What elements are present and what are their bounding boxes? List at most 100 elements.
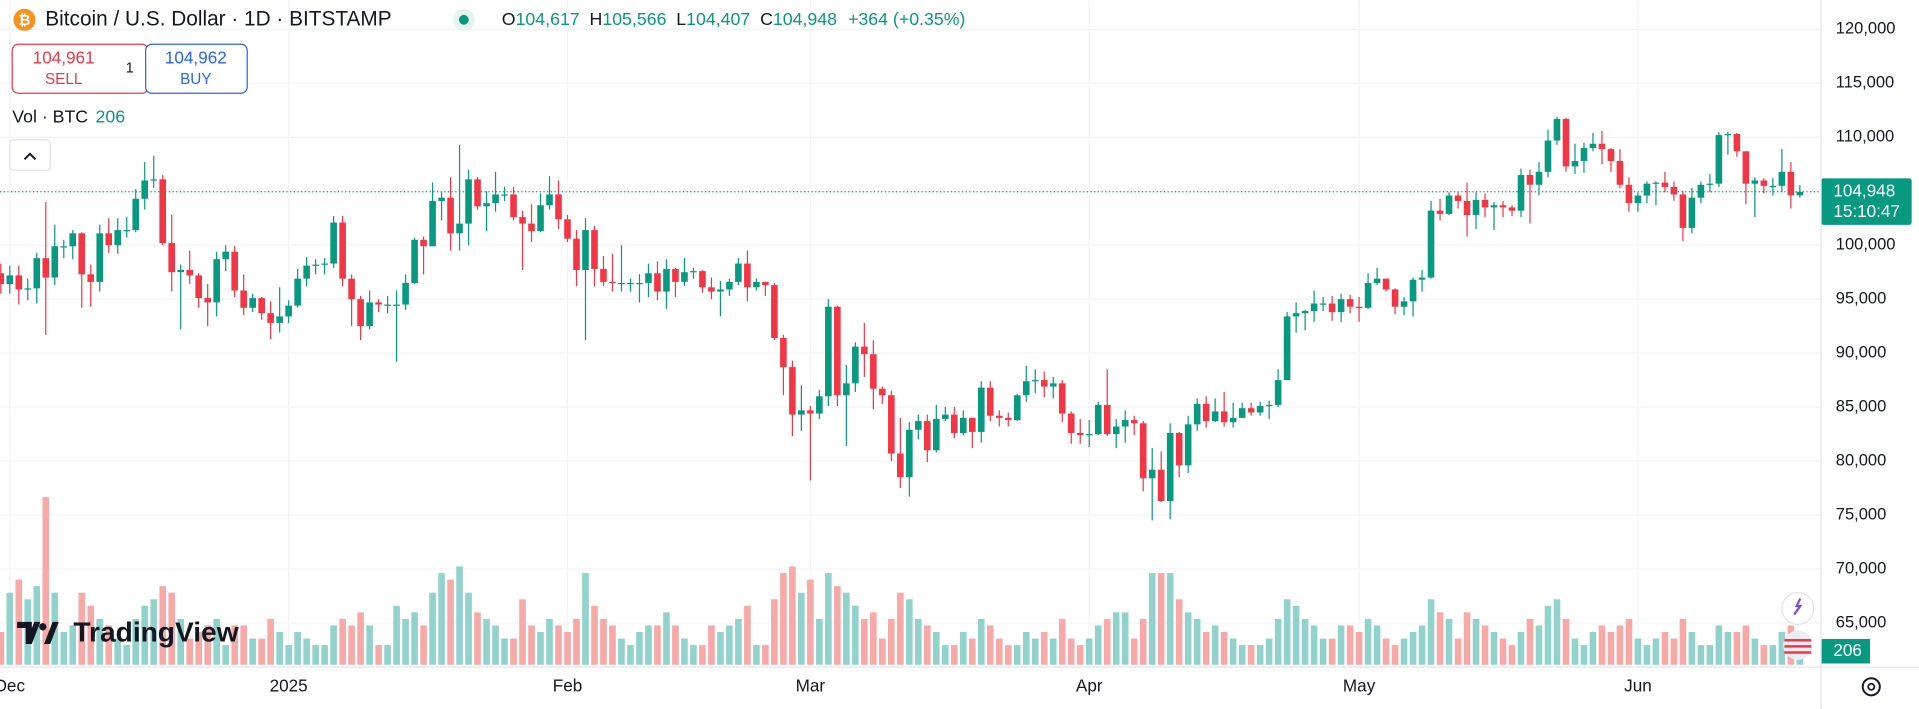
candle-body xyxy=(762,281,769,286)
volume-bar xyxy=(1067,638,1075,665)
logo: TradingView xyxy=(17,617,239,648)
candle-body xyxy=(1112,426,1120,435)
bolt xyxy=(1793,598,1803,616)
candle-body xyxy=(213,259,220,303)
volume-bar xyxy=(429,592,436,665)
candle-body xyxy=(1310,303,1318,312)
volume-bar xyxy=(1355,631,1363,665)
volume-bar xyxy=(753,645,760,665)
y-tick-label: 115,000 xyxy=(1836,73,1894,92)
volume-bar xyxy=(1544,605,1552,665)
candle-body xyxy=(222,251,229,260)
buy-price[interactable]: 104,962 xyxy=(165,47,227,67)
volume-bar xyxy=(258,638,265,665)
candle-body xyxy=(1436,210,1444,214)
candle-body xyxy=(699,271,706,288)
candle-body xyxy=(870,354,877,389)
volume-bar xyxy=(950,645,958,665)
ohlc-value: 104,617 xyxy=(516,8,580,28)
settings-icon[interactable] xyxy=(1861,677,1881,697)
candle-body xyxy=(60,246,68,248)
volume-bar xyxy=(177,618,185,665)
collapse-button[interactable] xyxy=(9,139,51,171)
volume-bar xyxy=(384,645,391,665)
candle-body xyxy=(1580,148,1588,162)
candle-body xyxy=(564,219,571,239)
last-volume-label: 206 xyxy=(1833,640,1862,660)
candle-body xyxy=(294,278,301,306)
candle-body xyxy=(1085,434,1093,436)
candle-body xyxy=(959,417,967,433)
volume-bar xyxy=(186,638,194,665)
candle-body xyxy=(0,273,5,285)
candle-body xyxy=(1508,207,1516,211)
sell-price[interactable]: 104,961 xyxy=(33,47,95,67)
candle-body xyxy=(492,194,499,204)
volume-bar xyxy=(1058,618,1066,665)
y-tick-label: 85,000 xyxy=(1836,396,1887,415)
volume-bar xyxy=(141,605,149,665)
volume-bar xyxy=(995,638,1003,665)
ohlc-value: 104,948 xyxy=(773,8,837,28)
volume-bar xyxy=(717,631,724,665)
volume-bar xyxy=(1139,618,1147,665)
y-tick-label: 120,000 xyxy=(1836,19,1896,38)
candle-body xyxy=(24,288,32,290)
buy-button[interactable]: 104,962 BUY xyxy=(145,43,248,94)
candle-body xyxy=(1256,406,1264,413)
logo-mark xyxy=(44,621,59,644)
volume-bar xyxy=(1445,618,1453,665)
volume-bar xyxy=(1616,625,1624,665)
candle-body xyxy=(1643,183,1651,196)
candle-body xyxy=(6,275,14,285)
quantity: 1 xyxy=(126,61,134,77)
volume-bar xyxy=(1472,618,1480,665)
volume-bar xyxy=(321,645,328,665)
buy-box[interactable] xyxy=(145,43,248,94)
volume-bar xyxy=(1463,612,1471,665)
buy-label[interactable]: BUY xyxy=(180,71,211,88)
candle-body xyxy=(546,194,553,206)
volume-bar xyxy=(1625,618,1633,665)
candle-body xyxy=(1049,383,1057,387)
candle-body xyxy=(1472,199,1480,215)
candle-body xyxy=(888,395,895,454)
volume-bar xyxy=(60,631,68,665)
candle-body xyxy=(941,414,949,419)
volume-bar xyxy=(573,618,580,665)
volume-bar xyxy=(609,625,616,665)
volume-bar xyxy=(555,625,562,665)
volume-bar xyxy=(42,497,50,665)
candle-body xyxy=(1733,134,1741,152)
volume-bar xyxy=(528,625,535,665)
candle-body xyxy=(1481,199,1489,208)
chevron xyxy=(23,152,37,160)
candle-body xyxy=(771,285,778,339)
volume-bar xyxy=(1040,631,1048,665)
candle-body xyxy=(780,338,787,368)
candle-body xyxy=(1238,408,1246,418)
candle-body xyxy=(1598,143,1606,150)
sell-label[interactable]: SELL xyxy=(45,71,82,88)
volume-bar xyxy=(654,625,661,665)
candle-body xyxy=(1283,316,1291,381)
candle-body xyxy=(1229,417,1237,423)
candle-body xyxy=(177,270,185,273)
candle-body xyxy=(1751,180,1759,184)
volume-bar xyxy=(708,625,715,665)
candle-body xyxy=(96,233,104,282)
volume-bar xyxy=(519,599,526,665)
candle-body xyxy=(168,243,176,273)
volume-bar xyxy=(1121,612,1129,665)
sell-button[interactable]: 104,961 SELL xyxy=(11,43,149,94)
volume-bar xyxy=(447,579,454,665)
settings-core xyxy=(1867,682,1876,691)
candle-body xyxy=(1616,161,1624,185)
candle-body xyxy=(933,418,940,451)
volume-bar xyxy=(483,618,490,665)
candle-body xyxy=(1706,183,1714,185)
candle-body xyxy=(123,230,131,232)
x-tick-label: 2025 xyxy=(270,675,308,695)
volume-bar xyxy=(69,625,77,665)
candle-body xyxy=(51,246,59,278)
